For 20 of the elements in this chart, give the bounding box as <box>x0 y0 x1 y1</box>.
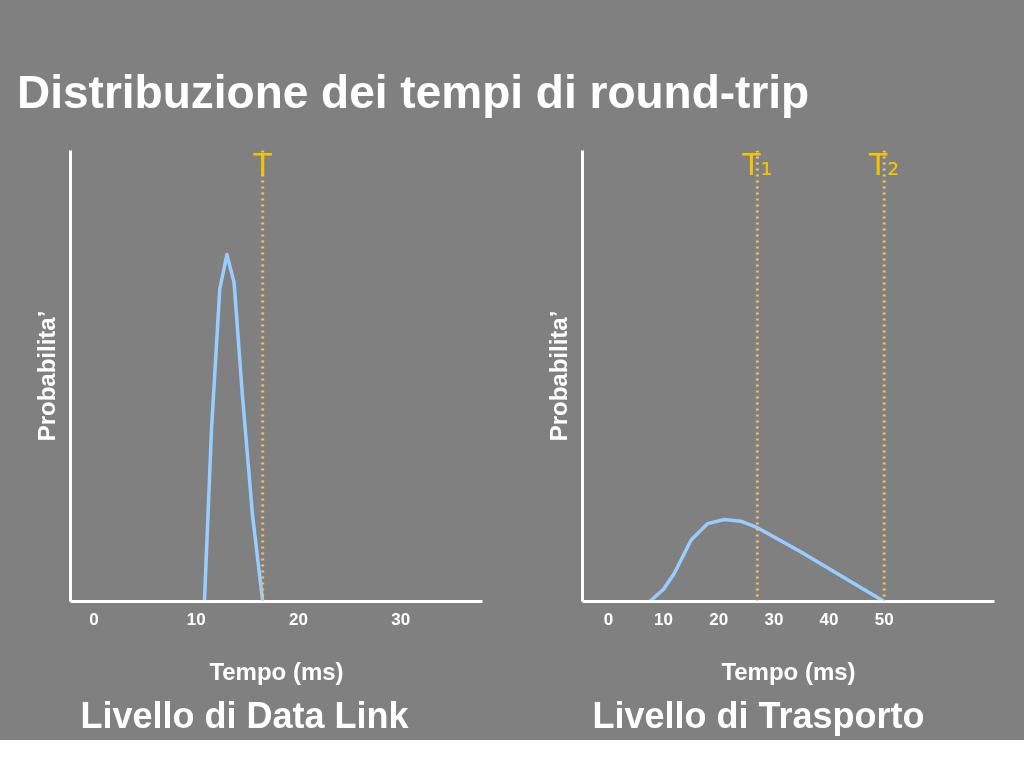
ref-line-label: T <box>252 147 273 183</box>
x-tick-label: 10 <box>654 609 674 629</box>
x-tick-label: 50 <box>874 609 894 629</box>
x-tick-label: 40 <box>819 609 839 629</box>
x-axis-title: Tempo (ms) <box>209 657 344 685</box>
x-tick-label: 20 <box>709 609 729 629</box>
x-tick-label: 30 <box>764 609 784 629</box>
x-tick-label: 0 <box>603 609 614 629</box>
x-tick-label: 10 <box>186 609 206 629</box>
text: Livello di Trasporto <box>592 694 925 736</box>
x-axis-title: Tempo (ms) <box>721 657 856 685</box>
ref-line-label: T₁ <box>741 147 773 183</box>
ref-line-label: T₂ <box>868 147 900 183</box>
y-axis-title: Probabilita’ <box>32 310 60 442</box>
x-tick-label: 20 <box>289 609 308 629</box>
text: Livello di Data Link <box>80 694 410 736</box>
x-tick-label: 30 <box>391 609 411 629</box>
y-axis-title: Probabilita’ <box>544 310 572 442</box>
x-tick-label: 0 <box>89 609 99 629</box>
chart-title: Distribuzione dei tempi di round-trip <box>17 65 810 120</box>
